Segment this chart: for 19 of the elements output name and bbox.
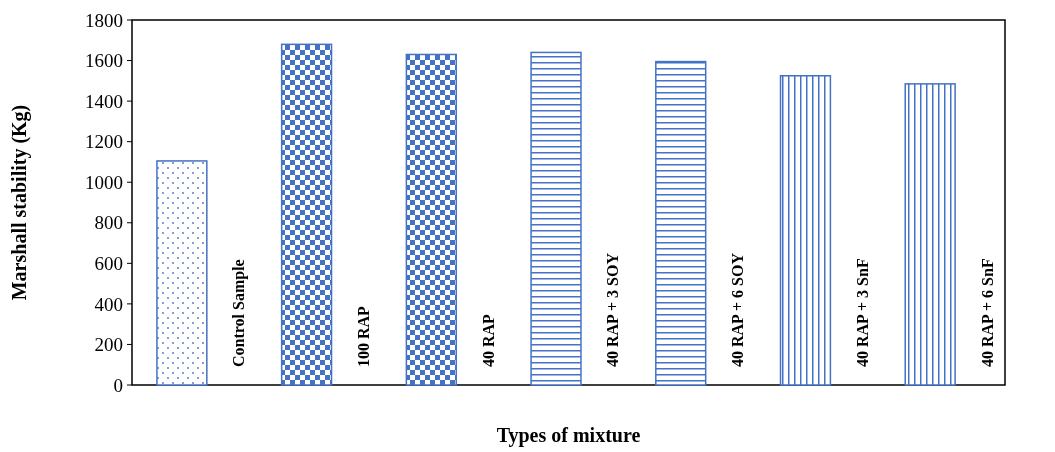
x-tick-label: 40 RAP + 6 SnF [978,258,996,367]
y-tick-label: 600 [94,252,123,274]
y-tick-label: 1200 [85,131,123,153]
y-tick-label: 1600 [85,50,123,72]
y-tick-label: 1800 [85,9,123,31]
x-tick-label: 100 RAP [354,305,372,367]
y-axis-title: Marshall stability (Kg) [8,104,31,301]
y-tick-label: 400 [94,293,123,315]
x-tick-label: Control Sample [230,259,249,367]
y-tick-label: 0 [113,374,123,396]
x-tick-label: 40 RAP + 6 SOY [729,252,747,367]
x-axis-title: Types of mixture [496,424,641,447]
y-tick-label: 800 [94,212,123,234]
x-tick-label: 40 RAP [479,313,497,367]
x-tick-label: 40 RAP + 3 SOY [604,252,622,367]
y-tick-label: 1400 [85,90,123,112]
x-tick-label: 40 RAP + 3 SnF [853,258,871,367]
y-tick-label: 200 [94,334,123,356]
y-tick-label: 1000 [85,171,123,193]
